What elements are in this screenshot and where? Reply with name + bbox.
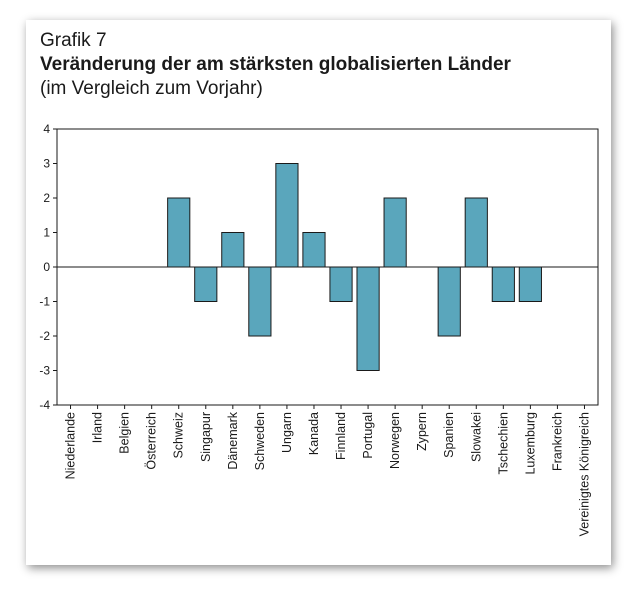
y-tick-label: 2: [43, 191, 50, 205]
x-tick-label: Vereinigtes Königreich: [577, 412, 591, 536]
y-tick-label: -3: [39, 364, 50, 378]
x-tick-label: Frankreich: [550, 412, 564, 471]
bar-chart: 4 3 2 1 0 -1 -2 -3 -4 Niederlande Irland Belgien Öst…: [39, 122, 599, 536]
x-tick-label: Schweden: [253, 412, 267, 470]
bar: [302, 232, 326, 268]
x-tick-label: Slowakei: [469, 412, 483, 462]
x-tick-label: Belgien: [118, 412, 132, 454]
x-tick-label: Tschechien: [496, 412, 510, 475]
x-tick-label: Irland: [91, 412, 105, 443]
chart-subtitle: (im Vergleich zum Vorjahr): [40, 78, 263, 99]
y-tick-label: -2: [39, 329, 50, 343]
x-tick-label: Luxemburg: [523, 412, 537, 475]
y-tick-label: -1: [39, 295, 50, 309]
bar: [437, 266, 461, 337]
x-tick-label: Finnland: [334, 412, 348, 460]
y-tick-label: 4: [43, 122, 50, 136]
x-tick-label: Schweiz: [172, 412, 186, 459]
y-tick-label: 3: [43, 157, 50, 171]
x-tick-label: Dänemark: [226, 411, 240, 469]
figure-label: Grafik 7: [40, 30, 107, 51]
x-tick-label: Niederlande: [64, 412, 78, 479]
y-tick-label: -4: [39, 398, 50, 412]
x-tick-label: Österreich: [145, 412, 159, 470]
bar: [221, 232, 245, 268]
bar: [167, 197, 191, 268]
x-tick-label: Spanien: [442, 412, 456, 458]
bar: [464, 197, 488, 268]
x-tick-label: Ungarn: [280, 412, 294, 453]
figure-card: Grafik 7 Veränderung der am stärksten gl…: [26, 20, 611, 565]
bar: [248, 266, 272, 337]
bar: [383, 197, 407, 268]
x-tick-label: Norwegen: [388, 412, 402, 469]
x-tick-label: Zypern: [415, 412, 429, 451]
x-tick-label: Portugal: [361, 412, 375, 459]
bar: [329, 266, 353, 302]
x-tick-label: Singapur: [199, 412, 213, 462]
y-tick-label: 0: [43, 260, 50, 274]
bar: [356, 266, 380, 371]
bar: [194, 266, 218, 302]
x-tick-label: Kanada: [307, 412, 321, 455]
bar: [275, 163, 299, 268]
bar: [518, 266, 542, 302]
y-tick-label: 1: [43, 226, 50, 240]
chart-title: Veränderung der am stärksten globalisier…: [40, 54, 511, 75]
bar: [491, 266, 515, 302]
